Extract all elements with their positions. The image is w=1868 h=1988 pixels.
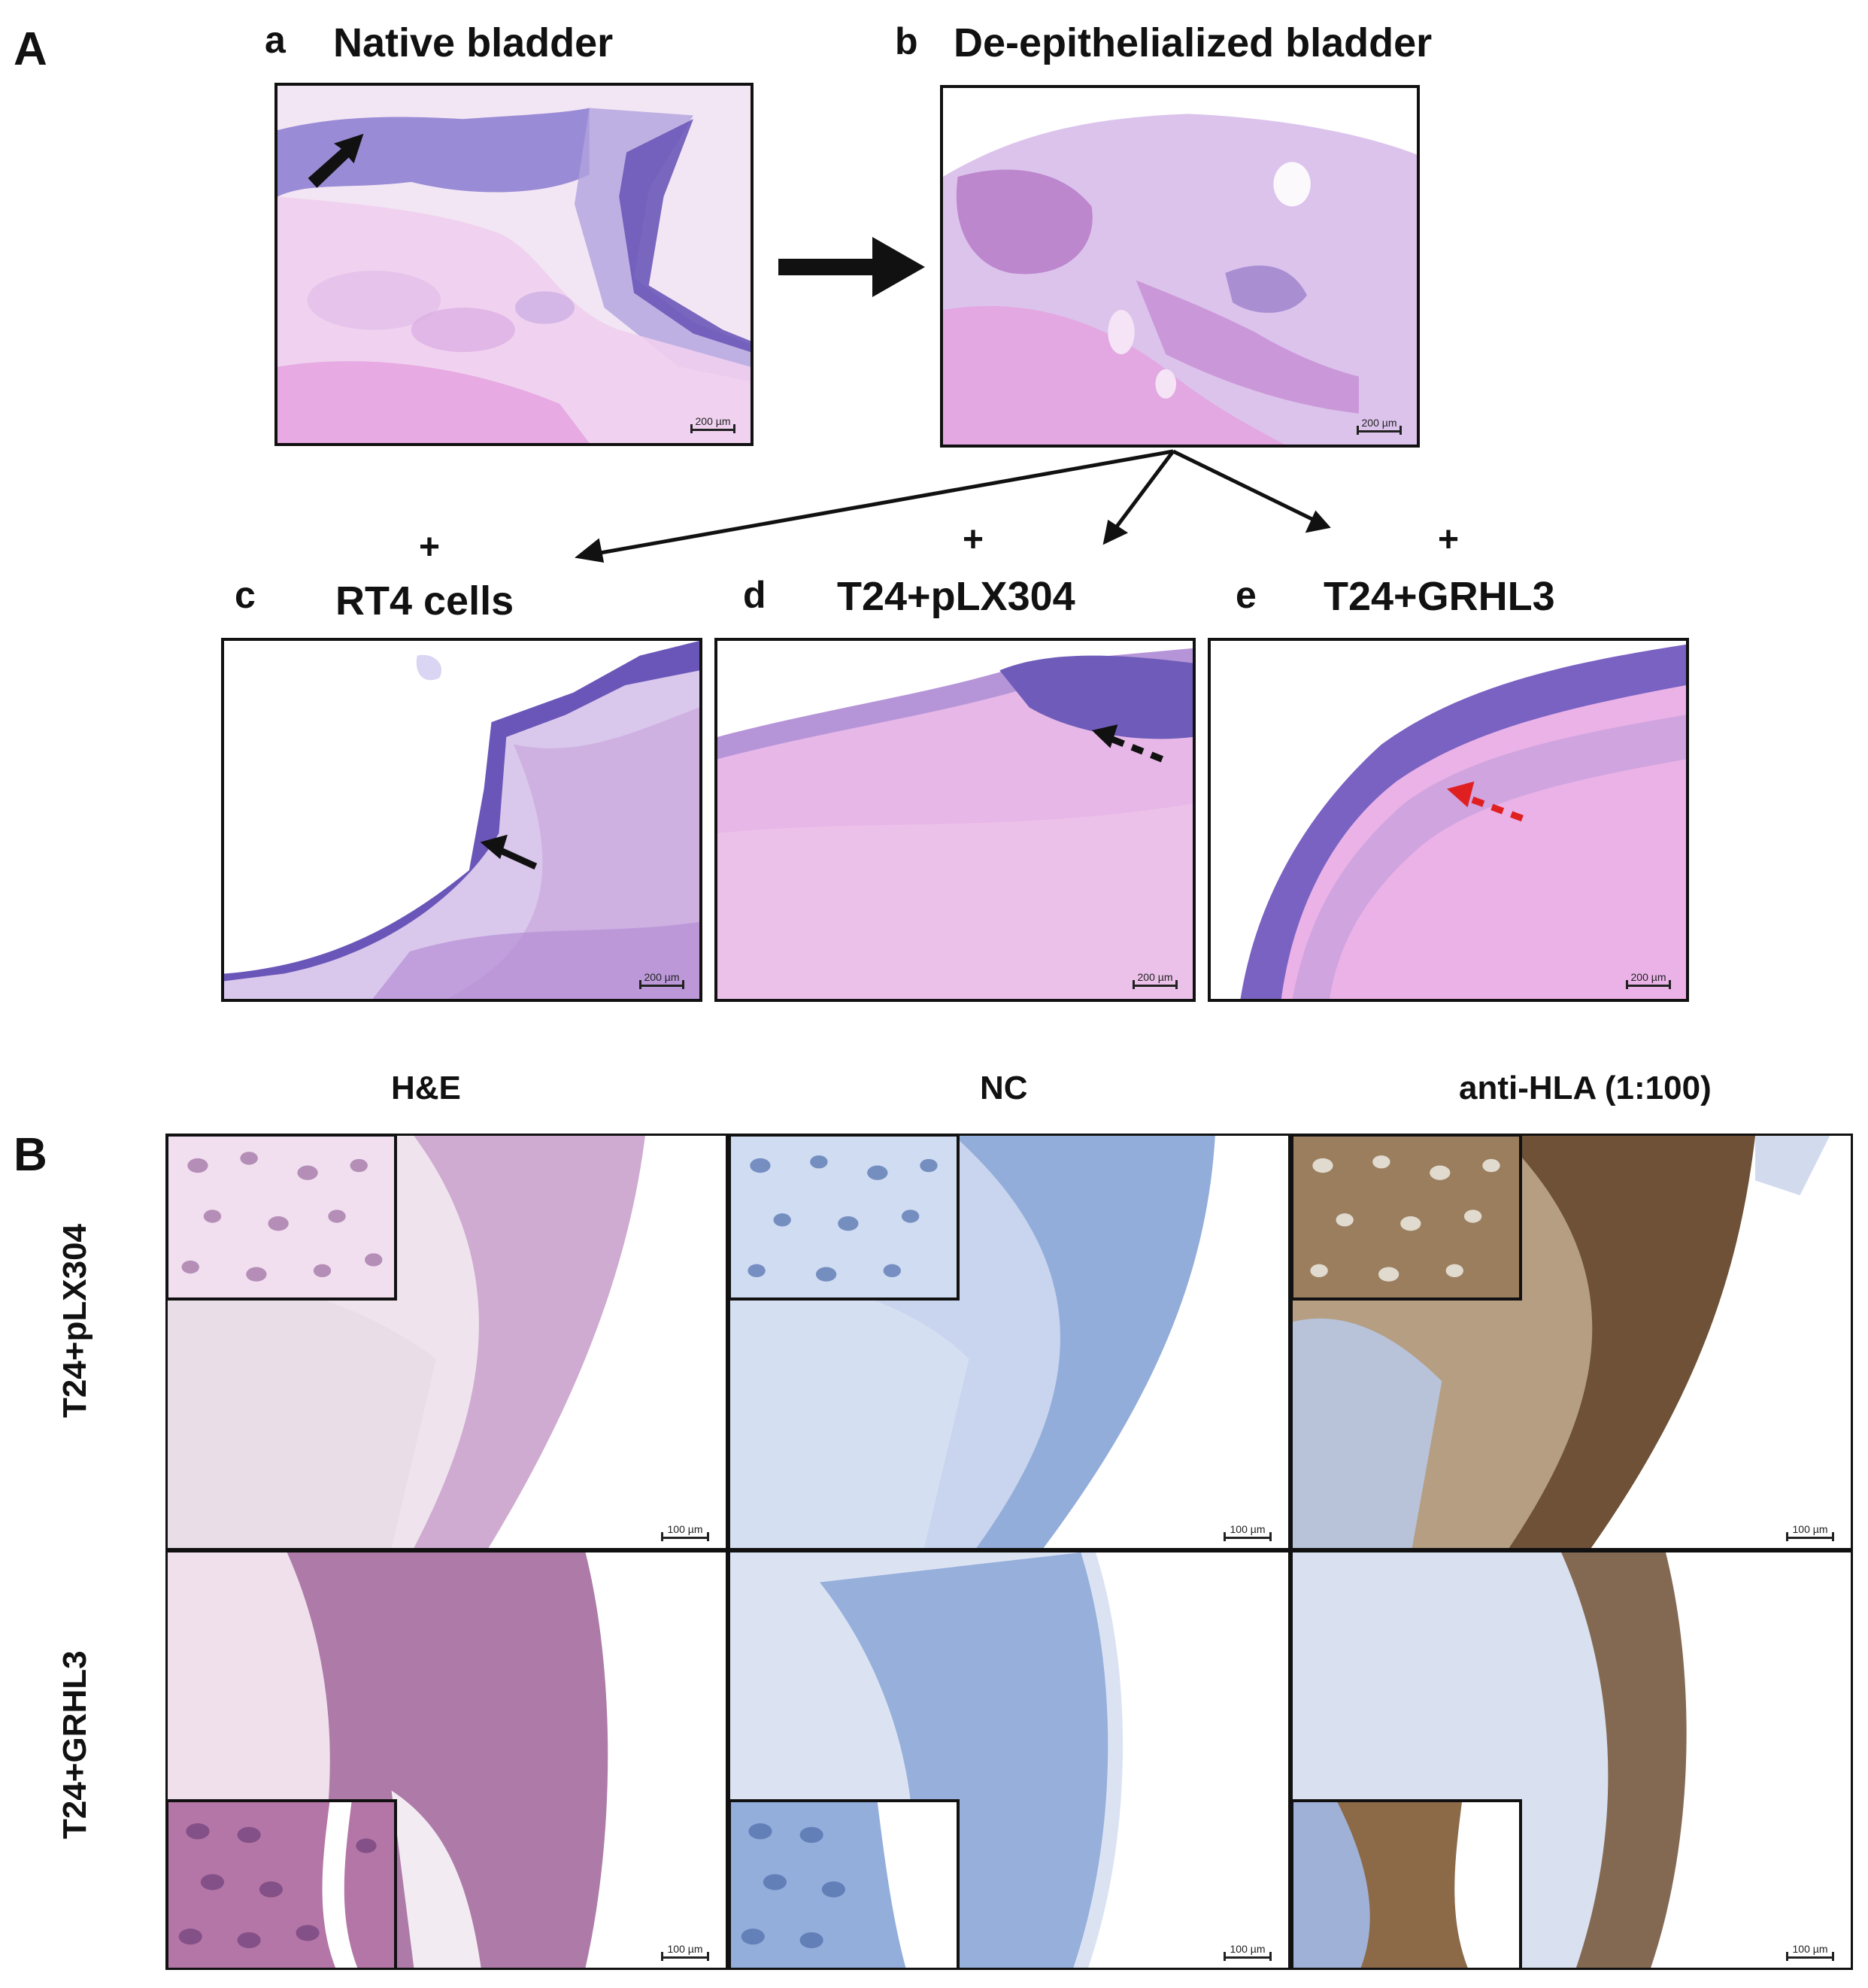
row-title-t24-plx304: T24+pLX304	[56, 1223, 93, 1418]
micrograph-t24-plx304: 200 µm	[714, 638, 1196, 1002]
ihc-image-plx304-anti-hla: 100 µm	[1290, 1134, 1853, 1550]
scale-bar-label: 200 µm	[644, 971, 680, 983]
plus-sign-c: +	[419, 527, 441, 567]
scale-bar: 100 µm	[1224, 1943, 1272, 1961]
he-tissue-image	[717, 641, 1193, 999]
scale-bar: 200 µm	[690, 415, 735, 433]
column-title-anti-hla: anti-HLA (1:100)	[1459, 1070, 1712, 1106]
he-tissue-image	[1211, 641, 1686, 999]
micrograph-native-bladder: 200 µm	[274, 83, 754, 446]
scale-bar: 100 µm	[661, 1523, 709, 1541]
subpanel-a-letter: a	[265, 19, 286, 61]
micrograph-rt4-cells: 200 µm	[221, 638, 702, 1002]
nc-inset-image	[731, 1137, 957, 1298]
ihc-image-grhl3-anti-hla: 100 µm	[1290, 1550, 1853, 1970]
he-inset-image	[168, 1802, 394, 1968]
hla-tissue-image	[1293, 1552, 1851, 1968]
scale-bar-label: 200 µm	[1361, 417, 1397, 429]
ihc-image-grhl3-nc: 100 µm	[728, 1550, 1290, 1970]
arrow-head-icon	[1102, 519, 1129, 545]
scale-bar: 100 µm	[1786, 1523, 1834, 1541]
scale-bar: 200 µm	[1626, 971, 1671, 989]
subpanel-d-title: T24+pLX304	[837, 574, 1075, 619]
he-inset-image	[168, 1137, 394, 1298]
nc-inset-image	[731, 1802, 957, 1968]
scale-bar: 100 µm	[661, 1943, 709, 1961]
hla-inset-image	[1293, 1802, 1519, 1968]
ihc-image-grhl3-he: 100 µm	[165, 1550, 728, 1970]
scale-bar: 200 µm	[1133, 971, 1178, 989]
scale-bar: 200 µm	[639, 971, 684, 989]
inset-zoom	[1293, 1136, 1522, 1301]
panel-a-letter: A	[14, 23, 47, 75]
column-title-he: H&E	[391, 1070, 461, 1106]
scale-bar-label: 100 µm	[1792, 1523, 1828, 1535]
inset-zoom	[168, 1136, 397, 1301]
subpanel-e-letter: e	[1236, 574, 1257, 616]
plus-sign-e: +	[1438, 520, 1460, 560]
arrow-to-e	[1172, 449, 1329, 529]
panel-b-letter: B	[14, 1129, 47, 1181]
plus-sign-d: +	[963, 520, 984, 560]
scale-bar-label: 100 µm	[1792, 1943, 1828, 1955]
scale-bar: 200 µm	[1357, 417, 1402, 435]
micrograph-t24-grhl3: 200 µm	[1208, 638, 1689, 1002]
ihc-image-plx304-he: 100 µm	[165, 1134, 728, 1550]
scale-bar-label: 100 µm	[1230, 1523, 1266, 1535]
black-arrow-icon	[480, 834, 538, 870]
subpanel-c-letter: c	[235, 574, 256, 616]
black-arrow-icon	[308, 133, 364, 188]
inset-zoom	[730, 1136, 960, 1301]
branch-arrows	[575, 449, 1331, 563]
scale-bar: 100 µm	[1786, 1943, 1834, 1961]
subpanel-a-title: Native bladder	[333, 20, 614, 65]
arrow-head-icon	[1305, 510, 1331, 533]
right-arrow-icon	[778, 237, 925, 297]
scale-bar-label: 200 µm	[1137, 971, 1173, 983]
scale-bar-label: 100 µm	[667, 1523, 703, 1535]
he-tissue-image	[224, 641, 699, 999]
scale-bar-label: 200 µm	[695, 415, 731, 427]
subpanel-d-letter: d	[743, 574, 766, 616]
row-title-t24-grhl3: T24+GRHL3	[56, 1650, 93, 1839]
scale-bar-label: 200 µm	[1630, 971, 1666, 983]
ihc-image-plx304-nc: 100 µm	[728, 1134, 1290, 1550]
column-title-nc: NC	[980, 1070, 1028, 1106]
subpanel-e-title: T24+GRHL3	[1324, 574, 1555, 619]
arrow-head-icon	[575, 538, 605, 563]
hla-inset-image	[1293, 1137, 1519, 1298]
scale-bar: 100 µm	[1224, 1523, 1272, 1541]
scale-bar-label: 100 µm	[667, 1943, 703, 1955]
inset-zoom	[168, 1799, 397, 1968]
arrow-to-c	[578, 449, 1174, 559]
dashed-red-arrow-icon	[1447, 781, 1524, 822]
subpanel-c-title: RT4 cells	[335, 578, 514, 624]
inset-zoom	[730, 1799, 960, 1968]
dashed-black-arrow-icon	[1091, 724, 1164, 763]
subpanel-b-letter: b	[895, 20, 918, 62]
he-tissue-image	[943, 88, 1417, 445]
inset-zoom	[1293, 1799, 1522, 1968]
he-tissue-image	[277, 86, 751, 443]
micrograph-de-epithelialized-bladder: 200 µm	[940, 85, 1420, 448]
subpanel-b-title: De-epithelialized bladder	[954, 20, 1433, 65]
scale-bar-label: 100 µm	[1230, 1943, 1266, 1955]
